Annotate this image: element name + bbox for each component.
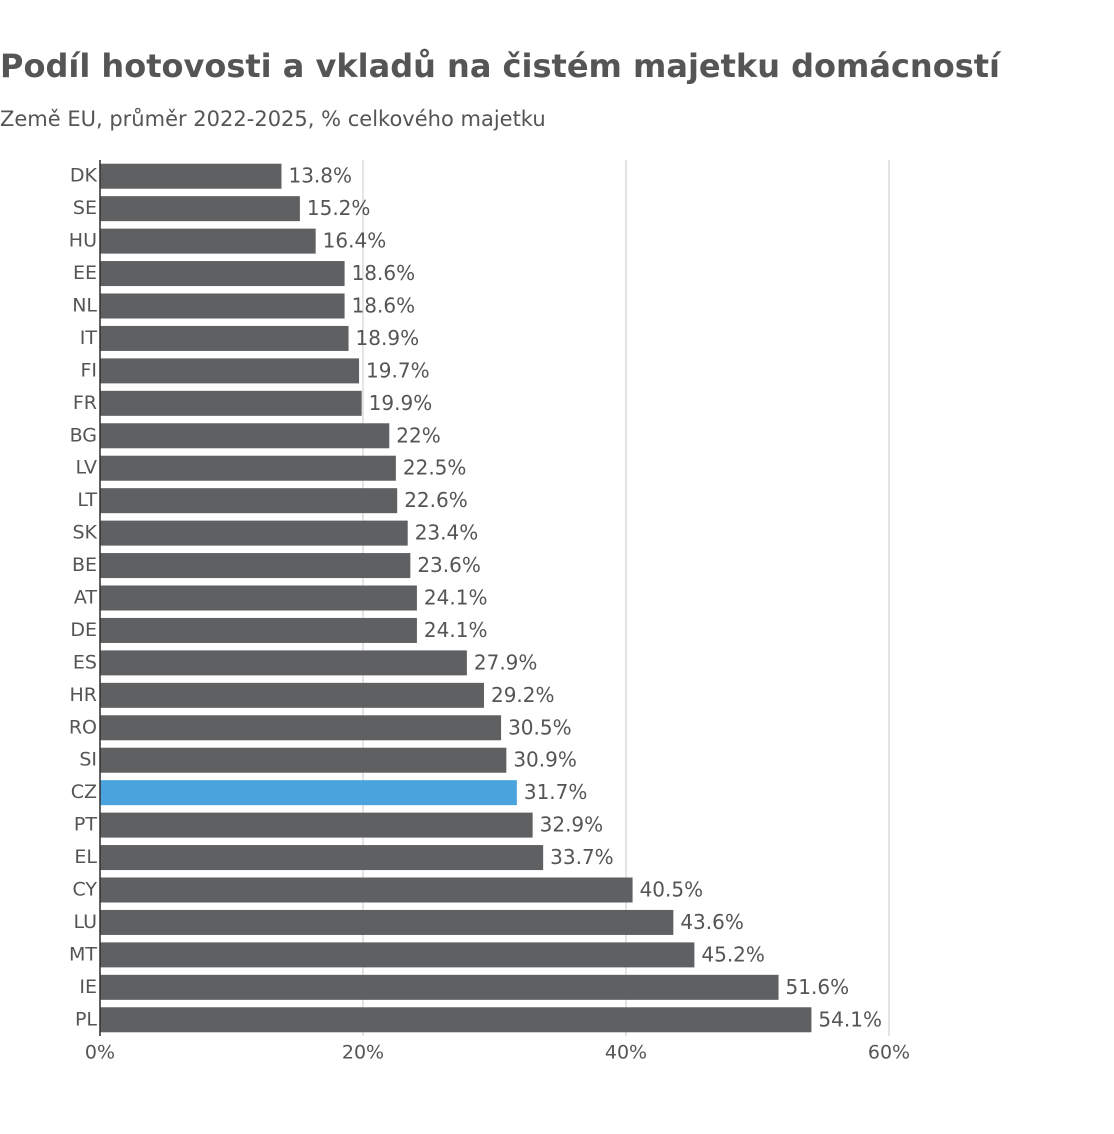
- bar: [100, 1007, 812, 1033]
- value-label: 27.9%: [474, 650, 538, 674]
- y-tick-label: MT: [69, 943, 97, 965]
- value-label: 29.2%: [491, 683, 555, 707]
- bar: [100, 390, 362, 416]
- bar: [100, 780, 517, 806]
- value-label: 23.6%: [417, 553, 481, 577]
- value-label: 30.5%: [508, 715, 572, 739]
- bar: [100, 845, 544, 871]
- value-label: 18.6%: [352, 294, 416, 318]
- y-tick-label: LU: [73, 911, 97, 933]
- value-label: 22.5%: [403, 456, 467, 480]
- bar: [100, 423, 390, 449]
- bar: [100, 553, 411, 579]
- y-tick-label: FR: [73, 392, 97, 414]
- value-label: 33.7%: [550, 845, 614, 869]
- y-tick-label: RO: [69, 716, 97, 738]
- value-label: 18.6%: [352, 261, 416, 285]
- bar: [100, 585, 417, 611]
- y-tick-label: CZ: [71, 781, 97, 803]
- y-tick-label: AT: [74, 587, 98, 609]
- chart-title: Podíl hotovosti a vkladů na čistém majet…: [0, 47, 1002, 85]
- y-tick-label: DK: [70, 165, 98, 187]
- y-tick-label: SE: [73, 197, 97, 219]
- x-tick-label: 20%: [342, 1042, 384, 1064]
- value-label: 24.1%: [424, 618, 488, 642]
- value-label: 45.2%: [701, 942, 765, 966]
- bar: [100, 228, 316, 254]
- value-label: 54.1%: [818, 1007, 882, 1031]
- y-tick-label: EE: [73, 262, 97, 284]
- y-tick-label: LV: [76, 457, 98, 479]
- bar: [100, 163, 282, 189]
- bar: [100, 196, 300, 222]
- y-tick-label: SK: [72, 522, 97, 544]
- bar: [100, 520, 408, 546]
- y-tick-label: NL: [72, 295, 97, 317]
- y-tick-label: CY: [72, 879, 97, 901]
- value-label: 22%: [396, 423, 440, 447]
- value-label: 30.9%: [513, 748, 577, 772]
- y-tick-label: PL: [75, 1008, 97, 1030]
- y-tick-label: IE: [79, 976, 97, 998]
- bar: [100, 715, 502, 741]
- y-tick-label: PT: [74, 814, 97, 836]
- value-label: 13.8%: [288, 164, 352, 188]
- y-tick-label: IT: [80, 327, 98, 349]
- value-label: 40.5%: [640, 878, 704, 902]
- y-tick-label: HU: [69, 230, 97, 252]
- value-label: 43.6%: [680, 910, 744, 934]
- y-tick-label: SI: [79, 749, 97, 771]
- bar: [100, 942, 695, 968]
- value-label: 32.9%: [540, 813, 604, 837]
- value-label: 16.4%: [323, 229, 387, 253]
- value-label: 31.7%: [524, 780, 588, 804]
- bar: [100, 747, 507, 773]
- bar: [100, 617, 417, 643]
- y-tick-label: ES: [73, 651, 97, 673]
- value-label: 19.7%: [366, 358, 430, 382]
- x-tick-label: 40%: [605, 1042, 647, 1064]
- value-label: 22.6%: [404, 488, 468, 512]
- bar: [100, 293, 345, 319]
- bar: [100, 877, 633, 903]
- bar: [100, 812, 533, 838]
- bar: [100, 650, 467, 676]
- bar: [100, 261, 345, 287]
- bar: [100, 488, 398, 514]
- y-tick-label: EL: [74, 846, 97, 868]
- y-tick-label: LT: [77, 489, 97, 511]
- bar: [100, 974, 779, 1000]
- value-label: 19.9%: [369, 391, 433, 415]
- value-label: 24.1%: [424, 586, 488, 610]
- y-tick-label: HR: [70, 684, 98, 706]
- x-tick-label: 0%: [85, 1042, 115, 1064]
- y-tick-label: FI: [80, 359, 97, 381]
- bar: [100, 358, 360, 384]
- value-label: 15.2%: [307, 196, 371, 220]
- bar: [100, 909, 674, 935]
- y-tick-label: BG: [70, 424, 97, 446]
- chart-subtitle: Země EU, průměr 2022-2025, % celkového m…: [0, 107, 546, 131]
- bar: [100, 682, 484, 708]
- value-label: 23.4%: [415, 521, 479, 545]
- value-label: 51.6%: [786, 975, 850, 999]
- y-tick-label: DE: [70, 619, 97, 641]
- value-label: 18.9%: [356, 326, 420, 350]
- bar: [100, 455, 396, 481]
- bar: [100, 325, 349, 351]
- y-tick-label: BE: [72, 554, 97, 576]
- x-tick-label: 60%: [868, 1042, 910, 1064]
